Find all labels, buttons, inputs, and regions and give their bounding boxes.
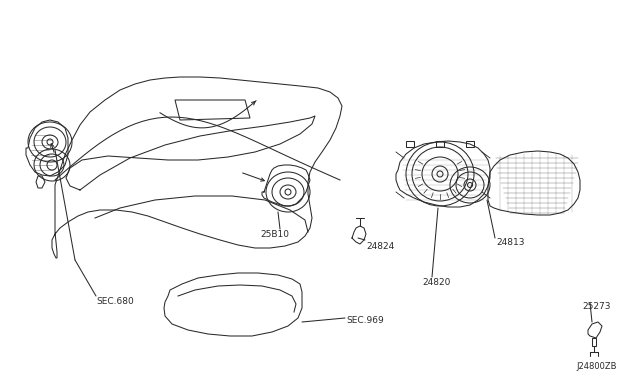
- Text: SEC.680: SEC.680: [96, 297, 134, 306]
- Text: 24813: 24813: [496, 238, 525, 247]
- Text: J24800ZB: J24800ZB: [576, 362, 616, 371]
- Text: 25B10: 25B10: [260, 230, 289, 239]
- Text: 24820: 24820: [422, 278, 451, 287]
- Text: SEC.969: SEC.969: [346, 316, 384, 325]
- Text: 24824: 24824: [366, 242, 394, 251]
- Text: 25273: 25273: [582, 302, 611, 311]
